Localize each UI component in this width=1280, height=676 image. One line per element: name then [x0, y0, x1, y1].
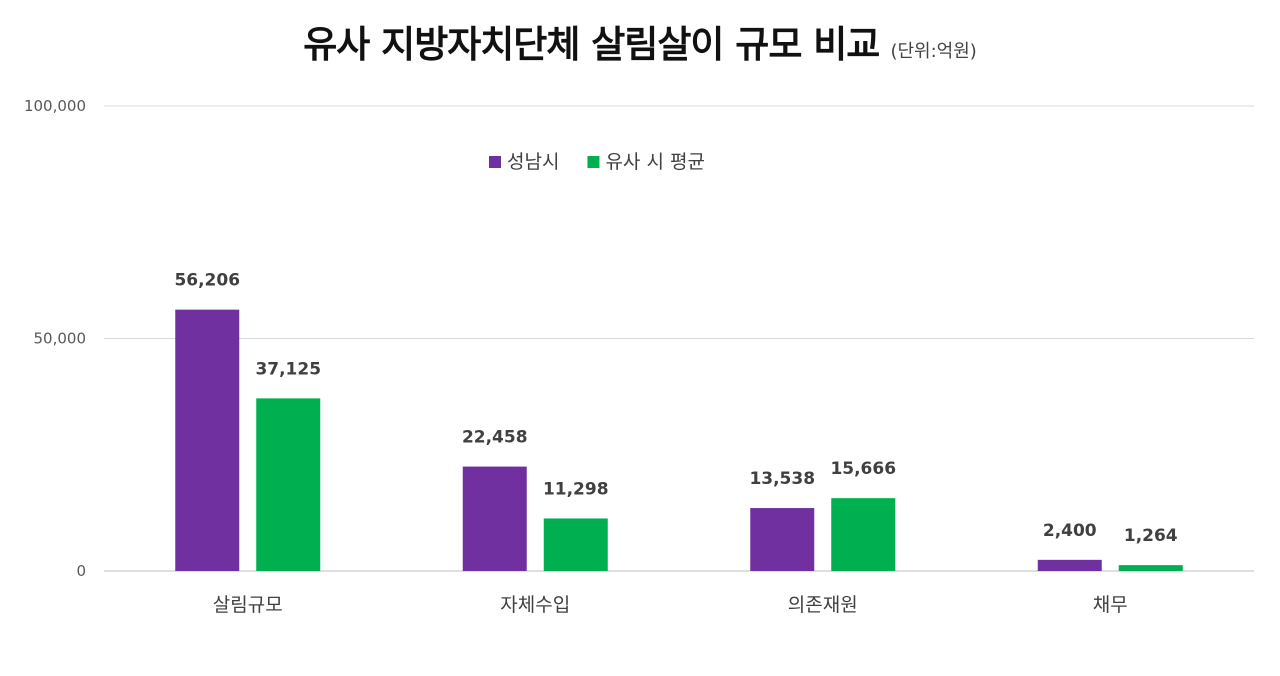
category-label: 의존재원: [788, 594, 858, 616]
category-label: 살림규모: [213, 594, 283, 616]
legend-swatch: [587, 156, 600, 168]
data-label: 13,538: [749, 469, 815, 489]
bar: [256, 398, 321, 571]
data-label: 2,400: [1043, 521, 1097, 541]
data-label: 11,298: [543, 479, 609, 499]
chart-title: 유사 지방자치단체 살림살이 규모 비교: [303, 23, 880, 66]
data-label: 56,206: [174, 271, 240, 291]
bar: [1037, 559, 1102, 571]
data-label: 15,666: [830, 459, 896, 479]
bar: [175, 309, 240, 571]
legend-label: 유사 시 평균: [605, 151, 704, 173]
y-tick-label: 50,000: [34, 330, 87, 348]
y-tick-label: 100,000: [24, 97, 86, 115]
chart-title-area: 유사 지방자치단체 살림살이 규모 비교 (단위:억원): [0, 14, 1280, 68]
data-label: 22,458: [462, 428, 528, 448]
legend-swatch: [489, 156, 501, 168]
bar: [1118, 565, 1183, 571]
legend-label: 성남시: [507, 151, 559, 173]
bar: [462, 466, 527, 571]
category-label: 채무: [1093, 594, 1128, 616]
bar: [543, 518, 608, 571]
data-label: 37,125: [255, 359, 321, 379]
chart-unit: (단위:억원): [890, 41, 977, 62]
category-label: 자체수입: [500, 594, 570, 616]
bar: [831, 498, 896, 571]
data-label: 1,264: [1124, 526, 1178, 546]
y-tick-label: 0: [76, 562, 86, 580]
bar: [750, 508, 815, 571]
